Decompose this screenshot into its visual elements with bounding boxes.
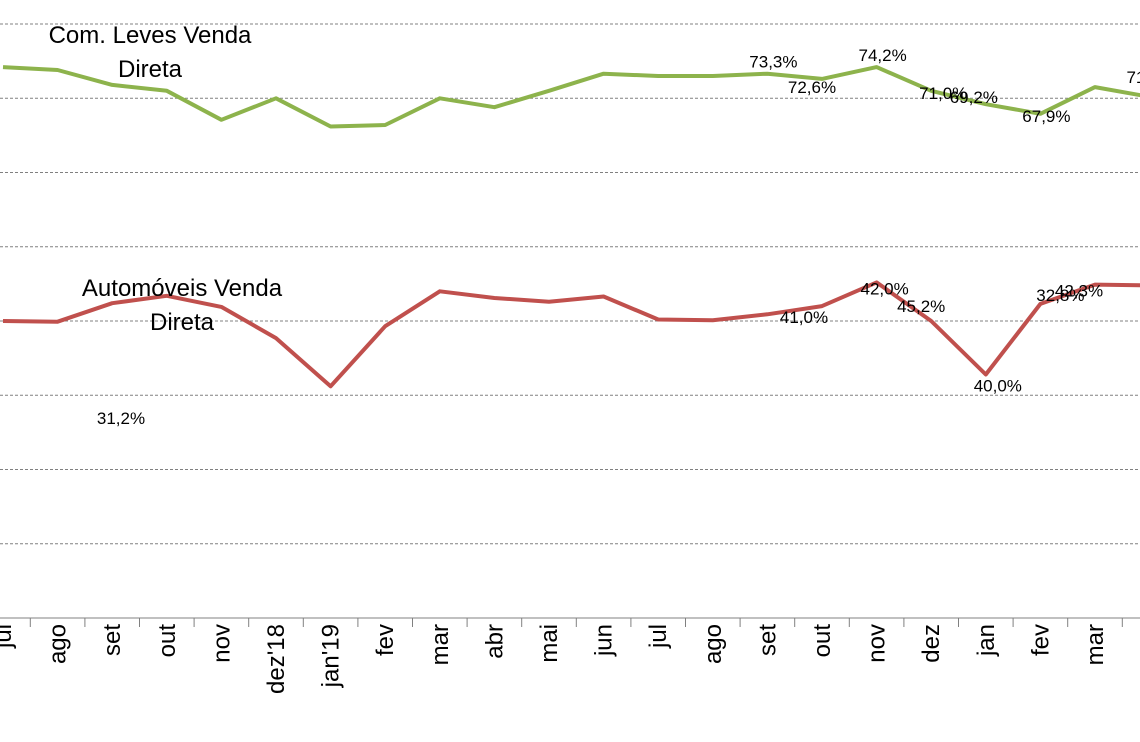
- x-tick-label: mar: [1082, 624, 1109, 665]
- x-tick-label: fev: [372, 624, 399, 656]
- x-tick-label: jan: [973, 624, 1000, 657]
- x-tick-label: fev: [1027, 624, 1054, 656]
- series-line-com-leves: [2, 65, 1140, 129]
- data-label: 74,2%: [858, 46, 906, 65]
- data-labels: 73,3% 72,6% 74,2% 71,0%69,2% 67,9% 71,5 41,0% 4…: [749, 46, 1140, 395]
- data-label: 42,3%: [1055, 282, 1103, 301]
- data-label: 69,2%: [950, 88, 998, 107]
- data-label: 71,0%: [919, 84, 967, 103]
- x-tick-label: set: [754, 624, 781, 656]
- x-tick-label: abr: [1137, 624, 1140, 659]
- x-tick-label: set: [99, 624, 126, 656]
- series-label-automoveis: Automóveis Venda Direta: [82, 275, 283, 336]
- gridlines: [0, 23, 1140, 545]
- x-tick-label: mar: [427, 624, 454, 665]
- x-tick-label: ago: [45, 624, 72, 664]
- x-tick-label: jan'19: [318, 624, 345, 688]
- x-tick-label: nov: [864, 624, 891, 663]
- x-tick-label: nov: [208, 624, 235, 663]
- detached-data-label: 31,2%: [97, 409, 145, 428]
- x-tick-label: dez'18: [263, 624, 290, 694]
- x-tick-label: jul: [0, 624, 17, 649]
- x-tick-label: dez: [918, 624, 945, 663]
- series-line-automoveis: [2, 280, 1140, 389]
- data-label: 32,8%: [1036, 286, 1084, 305]
- data-label: 45,2%: [897, 297, 945, 316]
- x-tick-label: out: [809, 624, 836, 658]
- data-label: 40,0%: [974, 377, 1022, 396]
- data-label: 67,9%: [1022, 107, 1070, 126]
- series-lines: [2, 65, 1140, 389]
- data-label: 71,5: [1126, 68, 1140, 87]
- series-label-com-leves: Com. Leves Venda Direta: [49, 22, 252, 83]
- x-tick-label: jul: [645, 624, 672, 649]
- data-label: 42,0%: [860, 279, 908, 298]
- x-tick-label: jun: [591, 624, 618, 657]
- x-tick-label: mai: [536, 624, 563, 663]
- x-tick-label: abr: [481, 624, 508, 659]
- x-axis: jul ago set out nov dez'18 jan'19 fev mar abr mai j…: [0, 617, 1140, 694]
- x-tick-label: ago: [700, 624, 727, 664]
- data-label: 72,6%: [788, 78, 836, 97]
- x-tick-label: out: [154, 624, 181, 658]
- data-label: 73,3%: [749, 53, 797, 72]
- data-label: 41,0%: [780, 308, 828, 327]
